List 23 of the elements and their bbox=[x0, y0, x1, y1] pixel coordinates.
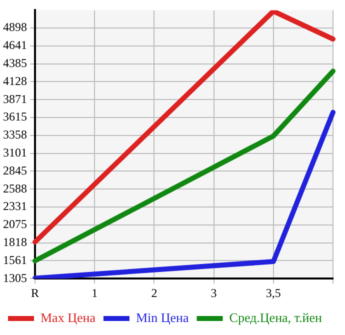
y-tick-label: 3101 bbox=[3, 146, 27, 160]
legend-label: Сред.Цена, т.йен bbox=[229, 310, 322, 325]
y-tick-label: 4128 bbox=[3, 74, 27, 88]
y-tick-label: 2331 bbox=[3, 199, 27, 214]
x-tick-label: 2 bbox=[151, 286, 158, 300]
y-tick-label: 3358 bbox=[3, 128, 27, 142]
x-tick-label: 3,5 bbox=[266, 286, 281, 300]
y-tick-label: 1818 bbox=[3, 234, 27, 249]
y-tick-label: 1561 bbox=[3, 252, 27, 267]
y-tick-label: 1305 bbox=[3, 270, 27, 285]
legend-label: Max Цена bbox=[40, 310, 96, 325]
y-tick-label: 3871 bbox=[3, 92, 27, 106]
y-tick-label: 4385 bbox=[3, 56, 27, 70]
y-tick-label: 2075 bbox=[3, 217, 27, 232]
y-tick-label: 4641 bbox=[3, 38, 27, 52]
y-tick-label: 4898 bbox=[3, 20, 27, 34]
y-tick-label: 2845 bbox=[3, 163, 27, 178]
legend-label: Min Цена bbox=[136, 310, 189, 325]
y-tick-label: 2588 bbox=[3, 181, 27, 196]
x-tick-label: 1 bbox=[92, 286, 98, 300]
x-tick-label: 3 bbox=[210, 286, 217, 300]
y-tick-label: 3615 bbox=[3, 110, 27, 124]
x-tick-label: R bbox=[30, 286, 40, 300]
